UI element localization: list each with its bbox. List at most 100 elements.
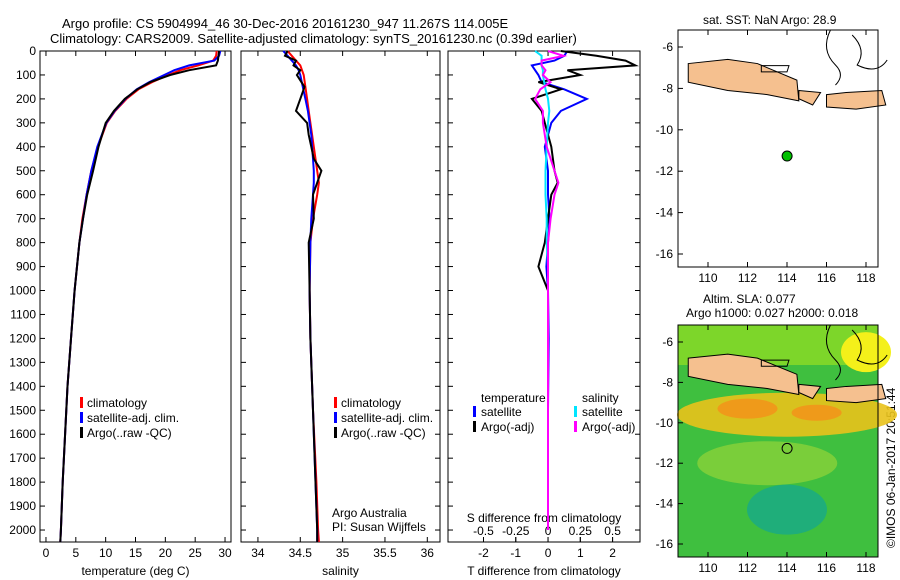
lat-tick-label: -8 (662, 81, 673, 95)
series-line-salinity-argo-adj- (533, 50, 568, 530)
x-tick-label: 15 (129, 546, 143, 560)
legend-label: climatology (341, 396, 401, 410)
map-2: 110 112 114 116 118 -6 -8 -10 -12 -14 -16 (656, 324, 897, 575)
legend-swatch (80, 412, 83, 423)
x-tick-label: 10 (99, 546, 113, 560)
x-tick-label: 0 (545, 546, 552, 560)
land-bali (798, 89, 822, 106)
map-frame (677, 324, 879, 558)
legend-label: climatology (87, 396, 147, 410)
y-tick-label: 900 (16, 260, 36, 274)
sla-field (747, 484, 827, 535)
sla-field (791, 404, 842, 421)
lat-tick-label: -16 (656, 537, 674, 551)
y-tick-label: 800 (16, 236, 36, 250)
legend-label: satellite-adj. clim. (87, 411, 179, 425)
lon-tick-label: 114 (777, 271, 796, 285)
legend-swatch (334, 427, 337, 438)
x-tick-label: 30 (218, 546, 232, 560)
x-tick-label: 35.5 (373, 546, 397, 560)
lat-tick-label: -14 (656, 497, 674, 511)
x-tick-label: 1 (577, 546, 584, 560)
panel-1-frame (39, 50, 232, 543)
x2-axis-label: S difference from climatology (467, 511, 622, 525)
legend-label: Argo(..raw -QC) (87, 426, 172, 440)
x-tick-label: 2 (609, 546, 616, 560)
legend-swatch (80, 427, 83, 438)
legend-swatch (334, 412, 337, 423)
lat-tick-label: -12 (656, 456, 674, 470)
x2-tick-label: -0.5 (473, 524, 494, 538)
land-bali (798, 383, 822, 400)
x2-tick-label: -0.25 (502, 524, 530, 538)
y-tick-label: 200 (16, 92, 36, 106)
y-tick-label: 1000 (9, 284, 36, 298)
x-tick-label: 25 (189, 546, 203, 560)
y-tick-label: 2000 (9, 523, 36, 537)
x2-tick-label: 0 (545, 524, 552, 538)
lon-tick-label: 116 (817, 561, 836, 575)
x-tick-label: 34 (251, 546, 265, 560)
x-axis-label: salinity (322, 564, 359, 578)
y-tick-label: 1300 (9, 355, 36, 369)
annotation-line: PI: Susan Wijffels (332, 520, 426, 534)
lon-tick-label: 118 (856, 561, 875, 575)
legend-label: Argo(-adj) (582, 420, 635, 434)
legend-header: salinity (582, 391, 619, 405)
y-tick-label: 0 (29, 44, 36, 58)
x-tick-label: 20 (159, 546, 173, 560)
coastline-borneo (825, 324, 888, 381)
lon-tick-label: 114 (777, 561, 796, 575)
lon-tick-label: 116 (817, 271, 836, 285)
lon-tick-label: 112 (738, 561, 757, 575)
x-axis-label: temperature (deg C) (81, 564, 189, 578)
legend-label: Argo(..raw -QC) (341, 426, 426, 440)
lat-tick-label: -10 (656, 416, 674, 430)
x-tick-label: 36 (421, 546, 435, 560)
x-axis-label: T difference from climatology (467, 564, 621, 578)
y-tick-label: 1400 (9, 379, 36, 393)
y-tick-label: 600 (16, 188, 36, 202)
legend-label: Argo(-adj) (481, 420, 534, 434)
series-line-argo-raw-qc- (59, 50, 221, 543)
lon-tick-label: 110 (698, 561, 717, 575)
coastline-madura (760, 65, 790, 73)
y-tick-label: 1500 (9, 403, 36, 417)
legend-swatch (473, 421, 476, 432)
land-java (687, 58, 800, 102)
y-tick-label: 400 (16, 140, 36, 154)
y-tick-label: 1200 (9, 331, 36, 345)
y-tick-label: 1700 (9, 451, 36, 465)
legend-swatch (80, 397, 83, 408)
legend-header: temperature (481, 391, 546, 405)
x-tick-label: 5 (72, 546, 79, 560)
lat-tick-label: -14 (656, 206, 674, 220)
x-tick-label: -2 (478, 546, 489, 560)
map-frame (677, 29, 879, 268)
y-tick-label: 300 (16, 116, 36, 130)
lat-tick-label: -6 (662, 40, 673, 54)
argo-position-marker (781, 150, 793, 162)
y-tick-label: 500 (16, 164, 36, 178)
legend-label: satellite (582, 405, 623, 419)
x-tick-label: 35 (336, 546, 350, 560)
map-1: 110 112 114 116 118 -6 -8 -10 -12 -14 -16 (656, 29, 888, 285)
lat-tick-label: -8 (662, 375, 673, 389)
argo-position-marker (781, 442, 793, 454)
y-tick-label: 1600 (9, 427, 36, 441)
legend-swatch (473, 406, 476, 417)
y-tick-label: 1800 (9, 475, 36, 489)
coastline-madura (760, 359, 790, 367)
panel-2-frame (240, 50, 441, 543)
y-tick-label: 1900 (9, 499, 36, 513)
sla-field (841, 332, 891, 373)
legend-swatch (334, 397, 337, 408)
map2-title-1: Altim. SLA: 0.077 (703, 292, 796, 306)
legend-label: satellite (481, 405, 522, 419)
sla-field (697, 441, 838, 486)
lat-tick-label: -16 (656, 247, 674, 261)
coastline-borneo (825, 29, 888, 86)
annotation-line: Argo Australia (332, 506, 407, 520)
x-tick-label: -1 (510, 546, 521, 560)
land-nusa-tenggara (826, 89, 887, 110)
